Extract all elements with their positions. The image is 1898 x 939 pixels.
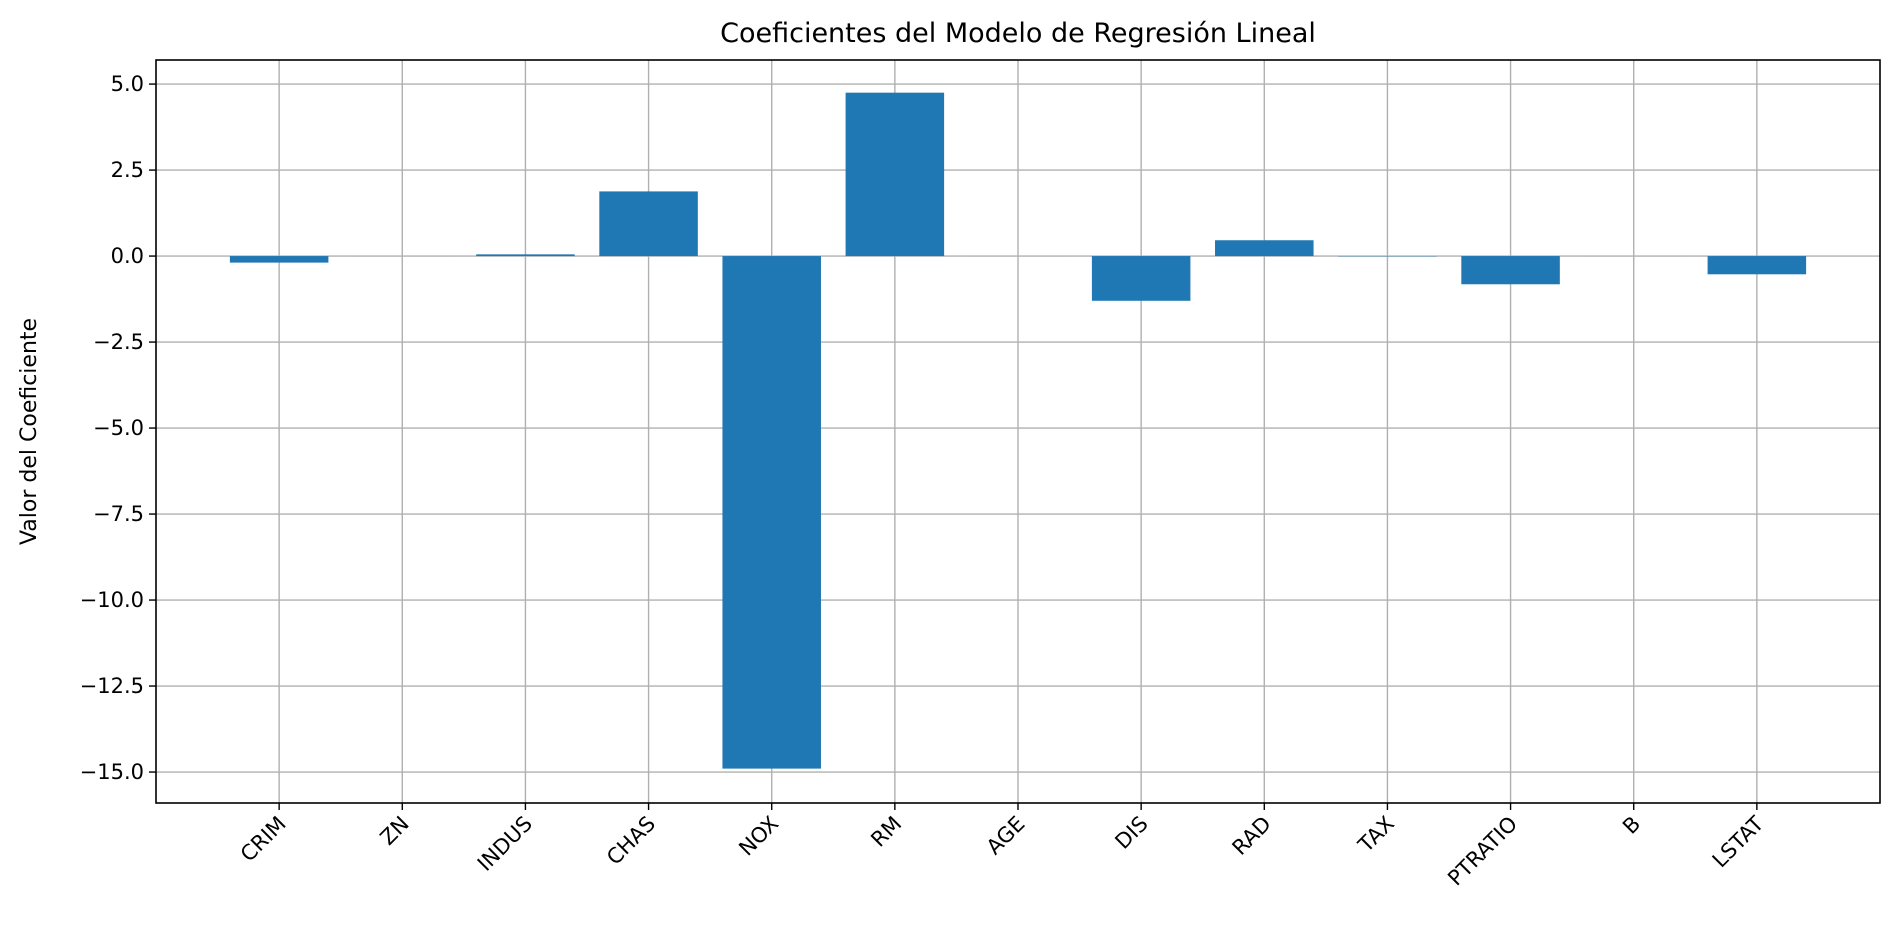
bar-nox bbox=[722, 256, 821, 769]
y-tick-label: −7.5 bbox=[93, 502, 144, 526]
grid-lines bbox=[156, 60, 1880, 803]
x-tick-label: NOX bbox=[734, 812, 783, 861]
x-tick-label: INDUS bbox=[473, 812, 537, 876]
x-tick-label: ZN bbox=[376, 812, 414, 850]
y-tick-label: 2.5 bbox=[111, 158, 144, 182]
bar-dis bbox=[1091, 256, 1191, 301]
y-tick-label: 0.0 bbox=[111, 244, 144, 268]
chart-title: Coeficientes del Modelo de Regresión Lin… bbox=[720, 18, 1316, 49]
x-tick-label: LSTAT bbox=[1708, 811, 1769, 872]
x-tick-label: CRIM bbox=[236, 812, 291, 867]
x-tick-label: B bbox=[1618, 812, 1645, 839]
y-axis-ticks: 5.0 2.5 0.0 −2.5 −5.0 −7.5 −10.0 −12.5 −15.0 bbox=[80, 72, 156, 784]
x-tick-label: PTRATIO bbox=[1443, 812, 1522, 891]
bar-rad bbox=[1215, 240, 1314, 257]
y-axis-label: Valor del Coeficiente bbox=[17, 318, 42, 545]
x-tick-label: RM bbox=[866, 812, 906, 852]
y-tick-label: −12.5 bbox=[80, 674, 144, 698]
y-tick-label: −5.0 bbox=[93, 416, 144, 440]
bar-crim bbox=[229, 256, 329, 263]
bar-chas bbox=[599, 191, 698, 257]
bar-indus bbox=[476, 254, 575, 257]
x-tick-label: DIS bbox=[1110, 812, 1152, 854]
x-tick-label: TAX bbox=[1353, 812, 1399, 858]
bar-lstat bbox=[1707, 256, 1807, 275]
x-tick-label: AGE bbox=[982, 812, 1030, 860]
bars bbox=[229, 92, 1807, 769]
y-tick-label: 5.0 bbox=[111, 72, 144, 96]
y-tick-label: −2.5 bbox=[93, 330, 144, 354]
y-tick-label: −10.0 bbox=[80, 588, 144, 612]
bar-rm bbox=[845, 92, 945, 257]
x-axis-ticks: CRIM ZN INDUS CHAS NOX RM AGE DIS RAD TAX PTRATIO B… bbox=[236, 803, 1769, 890]
x-tick-label: CHAS bbox=[602, 812, 660, 870]
x-tick-label: RAD bbox=[1228, 812, 1276, 860]
y-tick-label: −15.0 bbox=[80, 760, 144, 784]
bar-ptratio bbox=[1461, 256, 1560, 285]
